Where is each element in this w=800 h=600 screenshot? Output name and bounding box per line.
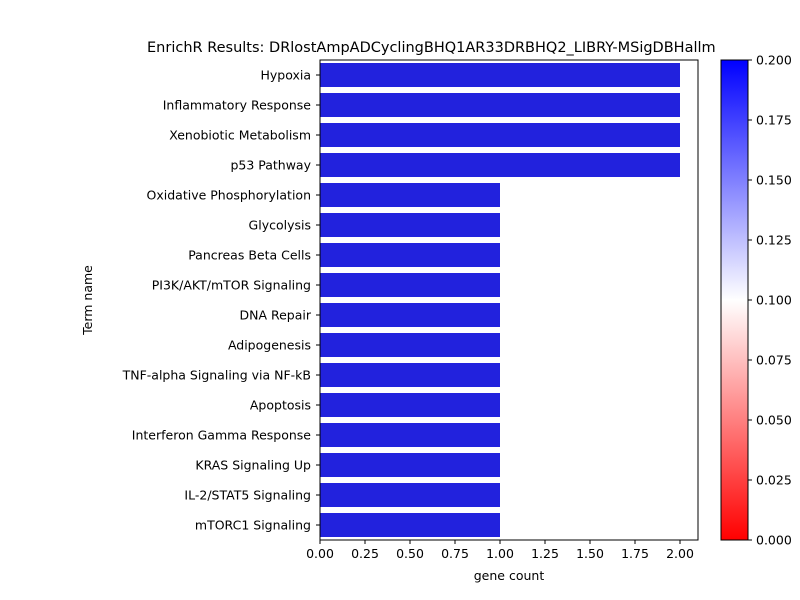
y-tick-label: KRAS Signaling Up (195, 458, 311, 473)
bar (320, 213, 500, 237)
colorbar-tick-label: 0.050 (756, 413, 792, 428)
bar (320, 273, 500, 297)
y-tick-label: Adipogenesis (228, 338, 311, 353)
y-tick-label: TNF-alpha Signaling via NF-kB (122, 368, 311, 383)
colorbar-ticks: 0.000 0.025 0.050 0.075 0.100 0.125 0.150 0.175… (748, 53, 792, 548)
y-tick-label: DNA Repair (239, 308, 311, 323)
bar (320, 93, 680, 117)
y-tick-labels: Hypoxia Inflammatory Response Xenobiotic M… (122, 68, 320, 533)
y-tick-label: Pancreas Beta Cells (188, 248, 311, 263)
y-tick-label: Hypoxia (260, 68, 311, 83)
y-tick-label: Glycolysis (249, 218, 311, 233)
colorbar-tick-label: 0.075 (756, 353, 792, 368)
y-axis-label: Term name (80, 265, 95, 336)
x-tick-label: 1.50 (576, 546, 604, 561)
x-tick-label: 0.00 (306, 546, 334, 561)
x-tick-label: 1.25 (531, 546, 559, 561)
colorbar-tick-label: 0.100 (756, 293, 792, 308)
y-tick-label: Interferon Gamma Response (132, 428, 312, 443)
y-tick-label: Xenobiotic Metabolism (169, 128, 311, 143)
y-tick-label: Oxidative Phosphorylation (147, 188, 311, 203)
x-tick-label: 0.75 (441, 546, 469, 561)
bar (320, 183, 500, 207)
bar (320, 483, 500, 507)
colorbar-tick-label: 0.125 (756, 233, 792, 248)
y-tick-label: mTORC1 Signaling (195, 518, 311, 533)
bar (320, 363, 500, 387)
y-tick-label: Apoptosis (250, 398, 311, 413)
bar (320, 243, 500, 267)
colorbar-tick-label: 0.000 (756, 533, 792, 548)
bar (320, 393, 500, 417)
y-tick-label: IL-2/STAT5 Signaling (184, 488, 311, 503)
bar (320, 153, 680, 177)
plot-frame (319, 59, 699, 541)
colorbar-tick-label: 0.175 (756, 113, 792, 128)
x-tick-label: 2.00 (666, 546, 694, 561)
bar (320, 63, 680, 87)
bar (320, 333, 500, 357)
colorbar-tick-label: 0.150 (756, 173, 792, 188)
y-tick-label: Inflammatory Response (163, 98, 312, 113)
bar (320, 423, 500, 447)
colorbar-tick-label: 0.200 (756, 53, 792, 68)
x-tick-label: 0.25 (351, 546, 379, 561)
chart-title: EnrichR Results: DRlostAmpADCyclingBHQ1A… (147, 40, 716, 56)
bar (320, 453, 500, 477)
bar (320, 303, 500, 327)
x-tick-label: 0.50 (396, 546, 424, 561)
x-tick-label: 1.00 (486, 546, 514, 561)
bar (320, 513, 500, 537)
x-axis-label: gene count (474, 568, 545, 583)
y-tick-label: p53 Pathway (230, 158, 311, 173)
bar (320, 123, 680, 147)
colorbar-tick-label: 0.025 (756, 473, 792, 488)
x-axis-ticks: 0.00 0.25 0.50 0.75 1.00 1.25 1.50 1.75 2.00 (306, 540, 694, 561)
colorbar-gradient (720, 59, 749, 541)
bars-group (320, 63, 680, 537)
y-tick-label: PI3K/AKT/mTOR Signaling (152, 278, 311, 293)
x-tick-label: 1.75 (621, 546, 649, 561)
